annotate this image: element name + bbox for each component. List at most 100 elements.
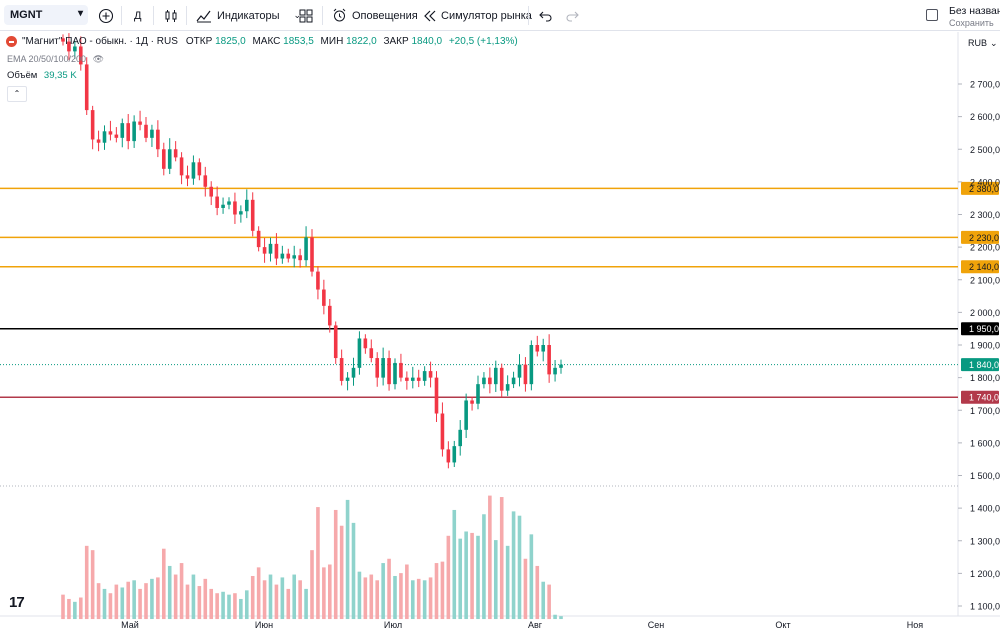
candle — [132, 115, 136, 148]
volume-bar — [499, 497, 504, 620]
alerts-button[interactable]: Оповещения — [332, 0, 418, 31]
redo-button[interactable] — [565, 0, 579, 31]
candle — [292, 245, 297, 268]
replay-label: Симулятор рынка — [441, 9, 532, 22]
undo-button[interactable] — [539, 0, 553, 31]
volume-bar — [393, 575, 397, 620]
candle — [493, 360, 498, 392]
volume-legend[interactable]: Объём 39,35 K — [7, 70, 77, 81]
candle-body — [440, 413, 445, 450]
price-chart[interactable]: 2 380,0 2 230,0 2 140,0 1 950,0 1 740,0 1 840… — [0, 32, 1000, 638]
candle — [185, 165, 190, 187]
candle — [274, 233, 279, 266]
candle — [156, 120, 160, 158]
candle — [244, 189, 249, 219]
volume-bar — [78, 597, 83, 620]
legend-title[interactable]: "Магнит" ПАО - обыкн. · 1Д · RUS — [22, 36, 178, 47]
candle-body — [369, 348, 374, 359]
exchange-flag-icon — [6, 36, 17, 47]
candle-body — [102, 131, 107, 143]
volume-bar — [167, 565, 172, 620]
candles-icon — [165, 9, 177, 22]
volume-bar — [286, 588, 291, 620]
candle — [405, 371, 409, 390]
open-value: 1825,0 — [215, 36, 246, 47]
y-tick-label: 1 300,0 — [970, 536, 1000, 546]
candle-body — [233, 201, 237, 215]
volume-bar — [73, 601, 77, 620]
compare-add-button[interactable] — [98, 0, 114, 31]
candle-body — [215, 196, 219, 208]
candle — [440, 402, 445, 457]
candle-body — [351, 367, 356, 378]
candle — [203, 166, 208, 197]
symbol-dropdown-icon[interactable]: ▾ — [77, 8, 83, 19]
ohlc-values: ОТКР 1825,0 МАКС 1853,5 МИН 1822,0 ЗАКР … — [186, 36, 522, 47]
candle-body — [399, 362, 403, 378]
candle — [310, 229, 314, 277]
volume-bar — [161, 548, 166, 620]
candle-body — [126, 123, 131, 142]
volume-bar — [132, 580, 136, 620]
candle-body — [458, 429, 463, 447]
ema-indicator-label[interactable]: EMA 20/50/100/200 👁 — [7, 54, 104, 65]
collapse-legend-button[interactable]: ⌃ — [7, 86, 27, 102]
currency-label[interactable]: RUB — [968, 38, 988, 48]
candle — [541, 338, 546, 362]
candle-body — [132, 121, 136, 142]
candle-body — [333, 325, 338, 359]
candle-body — [262, 247, 267, 254]
interval-button[interactable]: Д — [134, 0, 141, 31]
indicators-button[interactable]: Индикаторы ⌄ — [196, 0, 301, 31]
volume-bar — [333, 509, 338, 620]
candle — [327, 298, 332, 333]
candle — [215, 186, 219, 216]
volume-bar — [381, 563, 385, 620]
tradingview-logo: 17 — [9, 594, 25, 611]
candle — [470, 396, 474, 411]
candle-body — [422, 371, 427, 381]
volume-bar — [292, 574, 297, 620]
level-price-label: 2 230,0 — [969, 233, 999, 243]
volume-bar — [268, 574, 273, 620]
candle-body — [476, 384, 480, 404]
volume-bar — [553, 614, 557, 620]
volume-bar — [493, 540, 498, 620]
x-tick-label: Май — [121, 620, 139, 630]
hidden-eye-icon[interactable]: 👁 — [92, 54, 105, 64]
candle — [393, 358, 397, 390]
candle-body — [221, 204, 225, 208]
alerts-label: Оповещения — [352, 9, 418, 22]
candle-body — [470, 400, 474, 404]
volume-bar — [233, 593, 237, 620]
volume-bar — [327, 564, 332, 620]
candle-body — [559, 364, 563, 368]
candle-body — [375, 358, 380, 378]
volume-bar — [150, 578, 154, 620]
candle — [387, 350, 391, 391]
volume-bar — [541, 581, 546, 620]
high-label: МАКС — [252, 36, 281, 47]
currency-dropdown-icon[interactable]: ⌄ — [990, 38, 998, 48]
candle — [458, 420, 463, 456]
replay-button[interactable]: Симулятор рынка — [423, 0, 532, 31]
symbol-search[interactable]: MGNT ▾ — [4, 5, 88, 25]
horizontal-levels: 2 380,0 2 230,0 2 140,0 1 950,0 1 740,0 1 840… — [0, 181, 999, 404]
candle — [150, 124, 154, 147]
candle — [488, 367, 492, 394]
chevron-down-icon[interactable]: ⌄ — [293, 10, 302, 20]
layout-checkbox[interactable] — [926, 9, 938, 21]
chart-type-button[interactable] — [163, 0, 179, 31]
candle-body — [209, 186, 214, 197]
volume-bar — [203, 578, 208, 620]
candle-body — [381, 358, 385, 378]
candle-body — [499, 367, 504, 391]
templates-button[interactable] — [299, 0, 313, 31]
volume-bar — [67, 598, 71, 620]
layout-name[interactable]: Без названия Сохранить — [949, 5, 1000, 29]
level-price-label: 1 950,0 — [969, 324, 999, 334]
candle-body — [239, 211, 243, 215]
candle-body — [304, 237, 308, 261]
save-label[interactable]: Сохранить — [949, 18, 994, 28]
candle-body — [410, 377, 415, 381]
